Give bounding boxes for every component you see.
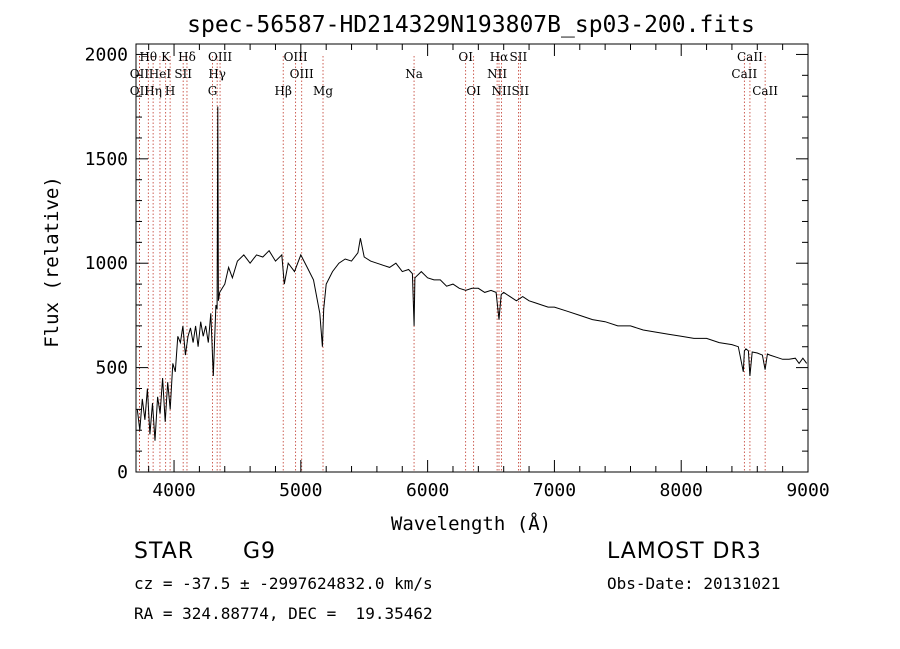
line-label: SII (510, 50, 528, 64)
chart-title: spec-56587-HD214329N193807B_sp03-200.fit… (187, 12, 755, 38)
plot-frame (135, 43, 809, 473)
line-label: G (208, 84, 218, 98)
y-axis-label: Flux (relative) (41, 176, 63, 348)
line-label: HeI (149, 67, 172, 81)
line-label: OI (466, 84, 481, 98)
x-tick-label: 5000 (279, 480, 322, 501)
y-axis-ticks: 0 500 1000 1500 2000 (85, 44, 808, 483)
spectrum-line (136, 106, 808, 441)
x-tick-label: 7000 (533, 480, 576, 501)
x-tick-label: 9000 (786, 480, 829, 501)
line-label: OII (130, 67, 150, 81)
line-label: Na (405, 67, 423, 81)
line-label: H (165, 84, 175, 98)
line-label: Hα (490, 50, 509, 64)
line-label: CaII (737, 50, 763, 64)
line-label: Hβ (275, 84, 292, 98)
line-label: OIII (208, 50, 232, 64)
x-tick-label: 8000 (660, 480, 703, 501)
line-label: NII (492, 84, 512, 98)
object-subclass: G9 (243, 539, 277, 564)
ra-dec-line: RA = 324.88774, DEC = 19.35462 (134, 604, 433, 623)
line-label: SII (511, 84, 529, 98)
line-label: Hγ (208, 67, 226, 81)
y-tick-label: 2000 (85, 44, 128, 65)
line-label: OII (130, 84, 150, 98)
x-tick-label: 4000 (152, 480, 195, 501)
y-tick-label: 0 (117, 462, 128, 483)
x-tick-label: 6000 (406, 480, 449, 501)
y-tick-label: 1500 (85, 149, 128, 170)
line-label: OI (458, 50, 473, 64)
survey-name: LAMOST DR3 (607, 539, 762, 564)
x-axis-label: Wavelength (Å) (391, 512, 551, 535)
line-label: Hδ (178, 50, 196, 64)
redshift-line: cz = -37.5 ± -2997624832.0 km/s (134, 574, 433, 593)
line-label: CaII (731, 67, 757, 81)
emission-line-labels: OII OII Hθ Hη HeI K H SII Hδ Hγ G OIII Hβ OIII OIII Mg N… (130, 50, 779, 98)
emission-line-markers (139, 56, 766, 472)
line-label: Hθ (139, 50, 157, 64)
line-label: K (161, 50, 171, 64)
line-label: OIII (290, 67, 314, 81)
x-axis-ticks: 4000 5000 6000 7000 8000 9000 (148, 44, 830, 501)
y-tick-label: 1000 (85, 253, 128, 274)
line-label: OIII (284, 50, 308, 64)
object-class: STAR (134, 539, 195, 564)
y-tick-label: 500 (95, 358, 128, 379)
line-label: Hη (144, 84, 162, 98)
line-label: CaII (752, 84, 778, 98)
line-label: NII (487, 67, 507, 81)
line-label: SII (174, 67, 192, 81)
observation-date: Obs-Date: 20131021 (607, 574, 781, 593)
line-label: Mg (313, 84, 333, 98)
